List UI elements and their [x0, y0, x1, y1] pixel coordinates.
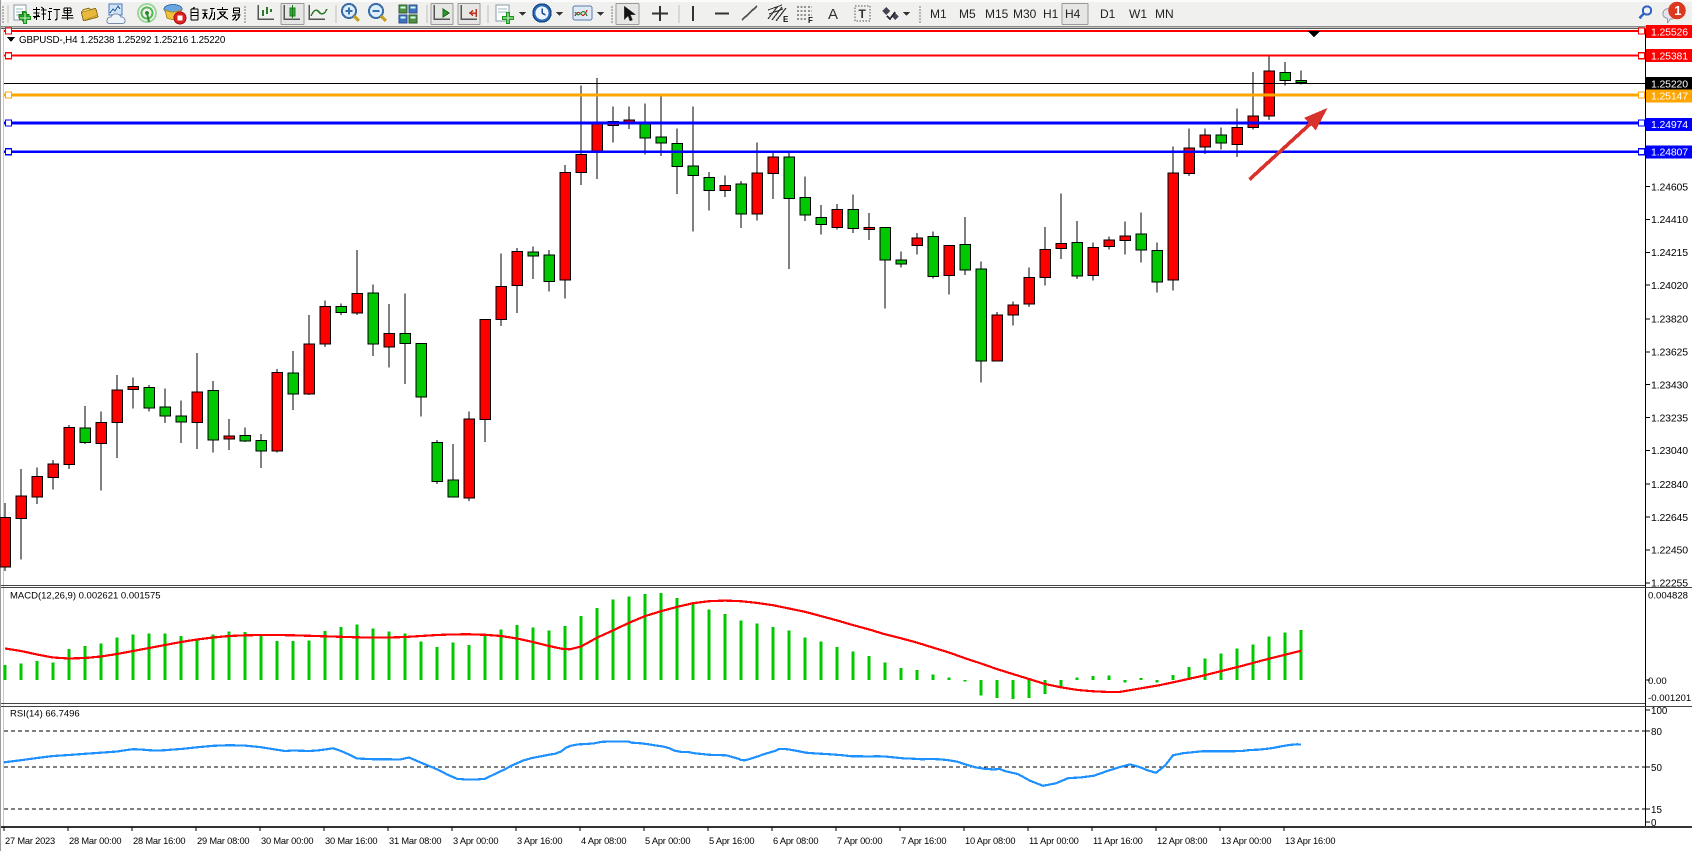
svg-text:1.24410: 1.24410 [1651, 214, 1688, 226]
svg-text:1.24020: 1.24020 [1651, 280, 1688, 292]
svg-text:MN: MN [1155, 7, 1174, 21]
svg-text:D1: D1 [1100, 7, 1116, 21]
svg-text:7 Apr 00:00: 7 Apr 00:00 [837, 836, 882, 846]
svg-text:3 Apr 00:00: 3 Apr 00:00 [453, 836, 498, 846]
svg-text:H4: H4 [1065, 7, 1081, 21]
svg-text:H1: H1 [1043, 7, 1059, 21]
svg-text:1.23235: 1.23235 [1651, 412, 1688, 424]
svg-text:M5: M5 [959, 7, 976, 21]
svg-text:0.004828: 0.004828 [1648, 590, 1688, 601]
svg-text:31 Mar 08:00: 31 Mar 08:00 [389, 836, 441, 846]
svg-text:-0.001201: -0.001201 [1648, 693, 1691, 704]
svg-text:3 Apr 16:00: 3 Apr 16:00 [517, 836, 562, 846]
svg-text:7 Apr 16:00: 7 Apr 16:00 [901, 836, 946, 846]
svg-text:1.23820: 1.23820 [1651, 314, 1688, 326]
svg-text:E: E [783, 15, 789, 24]
svg-text:15: 15 [1651, 805, 1662, 816]
svg-text:A: A [828, 6, 838, 23]
svg-text:1.24974: 1.24974 [1651, 119, 1688, 131]
svg-text:W1: W1 [1129, 7, 1147, 21]
svg-text:11 Apr 00:00: 11 Apr 00:00 [1029, 836, 1079, 846]
svg-text:1.22645: 1.22645 [1651, 512, 1688, 524]
svg-text:1.23040: 1.23040 [1651, 445, 1688, 457]
svg-text:12 Apr 08:00: 12 Apr 08:00 [1157, 836, 1207, 846]
svg-text:6 Apr 08:00: 6 Apr 08:00 [773, 836, 818, 846]
svg-text:1.25381: 1.25381 [1651, 51, 1688, 63]
svg-text:30 Mar 00:00: 30 Mar 00:00 [261, 836, 313, 846]
svg-text:M30: M30 [1013, 7, 1037, 21]
svg-text:M1: M1 [930, 7, 947, 21]
svg-text:1.24807: 1.24807 [1651, 147, 1688, 159]
svg-text:5 Apr 16:00: 5 Apr 16:00 [709, 836, 754, 846]
svg-text:1.25526: 1.25526 [1651, 26, 1688, 38]
svg-text:5 Apr 00:00: 5 Apr 00:00 [645, 836, 690, 846]
svg-text:30 Mar 16:00: 30 Mar 16:00 [325, 836, 377, 846]
svg-text:0: 0 [1651, 818, 1657, 829]
svg-text:11 Apr 16:00: 11 Apr 16:00 [1093, 836, 1143, 846]
svg-text:1.22840: 1.22840 [1651, 479, 1688, 491]
svg-text:1: 1 [1674, 3, 1681, 18]
svg-text:GBPUSD-,H4 1.25238 1.25292 1.: GBPUSD-,H4 1.25238 1.25292 1.25216 1.252… [19, 35, 226, 46]
svg-text:1.23625: 1.23625 [1651, 347, 1688, 359]
svg-text:1.25220: 1.25220 [1651, 78, 1688, 90]
svg-text:1.25147: 1.25147 [1651, 91, 1688, 103]
svg-text:28 Mar 16:00: 28 Mar 16:00 [133, 836, 185, 846]
svg-text:1.24215: 1.24215 [1651, 247, 1688, 259]
svg-text:10 Apr 08:00: 10 Apr 08:00 [965, 836, 1015, 846]
svg-text:1.24605: 1.24605 [1651, 181, 1688, 193]
svg-text:100: 100 [1651, 706, 1668, 717]
svg-text:T: T [859, 7, 867, 21]
svg-text:27 Mar 2023: 27 Mar 2023 [5, 836, 55, 846]
svg-text:M15: M15 [985, 7, 1009, 21]
svg-text:1.23430: 1.23430 [1651, 379, 1688, 391]
svg-text:F: F [808, 16, 813, 25]
svg-text:MACD(12,26,9) 0.002621 0.00157: MACD(12,26,9) 0.002621 0.001575 [10, 591, 161, 602]
svg-text:1.22450: 1.22450 [1651, 545, 1688, 557]
svg-text:RSI(14) 66.7496: RSI(14) 66.7496 [10, 709, 80, 720]
svg-text:50: 50 [1651, 763, 1662, 774]
svg-text:13 Apr 00:00: 13 Apr 00:00 [1221, 836, 1271, 846]
svg-text:80: 80 [1651, 727, 1662, 738]
svg-text:28 Mar 00:00: 28 Mar 00:00 [69, 836, 121, 846]
svg-text:13 Apr 16:00: 13 Apr 16:00 [1285, 836, 1335, 846]
svg-text:0.00: 0.00 [1648, 676, 1667, 687]
svg-text:1.22255: 1.22255 [1651, 578, 1688, 590]
svg-text:4 Apr 08:00: 4 Apr 08:00 [581, 836, 626, 846]
svg-text:29 Mar 08:00: 29 Mar 08:00 [197, 836, 249, 846]
